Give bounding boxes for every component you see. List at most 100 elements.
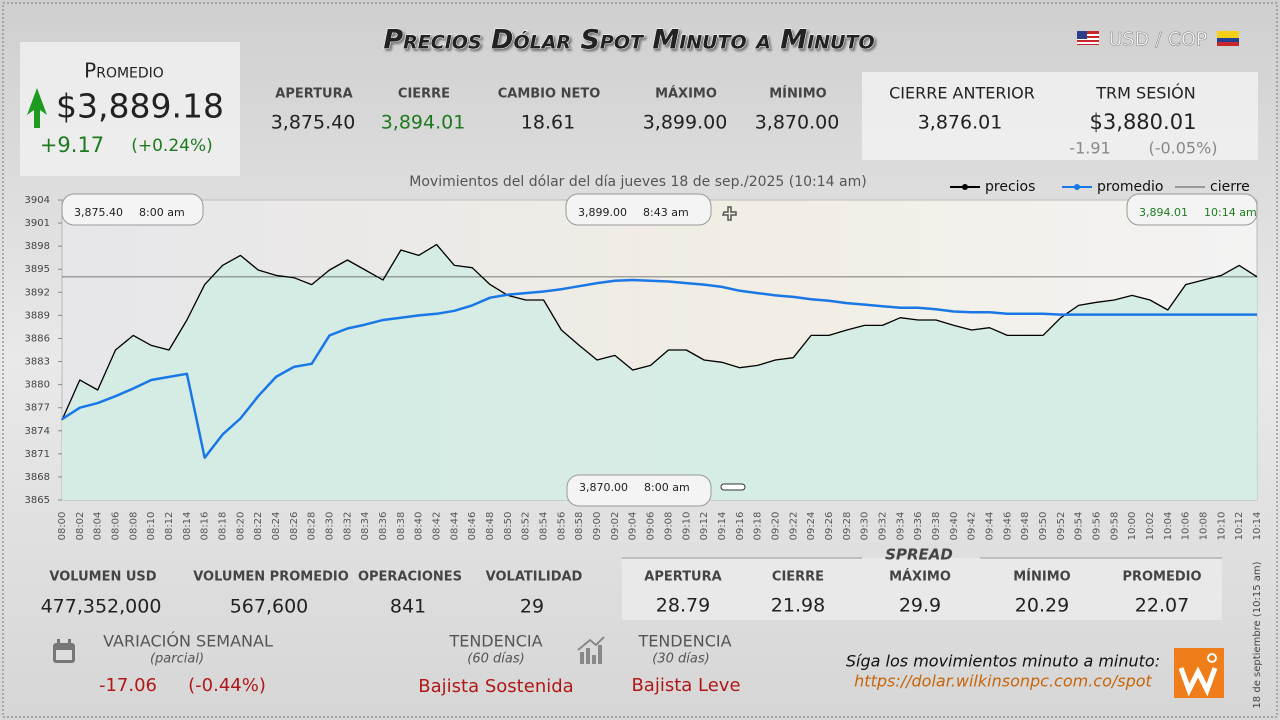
average-panel <box>20 42 240 176</box>
x-tick-label: 09:16 <box>735 512 746 541</box>
annotation-box <box>61 193 204 226</box>
stat-label: VOLUMEN PROMEDIO <box>193 570 349 585</box>
x-tick-label: 10:08 <box>1198 512 1209 541</box>
weekly-change: -17.06 <box>99 675 157 696</box>
previous-panel <box>862 72 1258 160</box>
annotation-time: 10:14 am <box>1204 206 1257 219</box>
spread-label: MÍNIMO <box>1013 569 1070 585</box>
weekly-note: (parcial) <box>150 652 204 667</box>
spread-value: 21.98 <box>771 595 825 617</box>
up-arrow <box>27 88 47 128</box>
colombia-flag <box>1217 31 1239 46</box>
x-tick-label: 08:22 <box>253 512 264 541</box>
x-tick-label: 09:12 <box>699 512 710 541</box>
spread-value: 28.79 <box>656 595 710 617</box>
legend-dot <box>1074 184 1080 190</box>
page-title: Precios Dólar Spot Minuto a Minuto <box>383 25 874 56</box>
stat-label: CAMBIO NETO <box>498 87 601 102</box>
x-tick-label: 09:58 <box>1109 512 1120 541</box>
x-tick-label: 09:48 <box>1020 512 1031 541</box>
y-tick-label: 3868 <box>25 472 50 483</box>
spread-label: CIERRE <box>772 570 824 585</box>
x-tick-label: 09:56 <box>1091 512 1102 541</box>
x-tick-label: 09:18 <box>753 512 764 541</box>
trend-60-value: Bajista Sostenida <box>418 676 573 697</box>
chart: 3865 3868 3871 3874 3877 3880 3883 3886 3889 3892… <box>25 179 1263 540</box>
x-tick-label: 08:50 <box>503 512 514 541</box>
x-tick-label: 08:46 <box>467 512 478 541</box>
x-tick-label: 09:36 <box>913 512 924 541</box>
stat-label: VOLATILIDAD <box>486 570 583 585</box>
x-tick-label: 09:50 <box>1038 512 1049 541</box>
site-url[interactable]: https://dolar.wilkinsonpc.com.co/spot <box>854 672 1152 691</box>
calendar-icon <box>53 639 75 663</box>
average-change: +9.17 <box>40 133 104 157</box>
x-tick-label: 10:04 <box>1163 512 1174 541</box>
volume-stats: VOLUMEN USD 477,352,000 VOLUMEN PROMEDIO 56… <box>41 570 583 618</box>
currency-pair: USD / COP <box>1109 29 1208 51</box>
trend-30-note: (30 días) <box>652 652 709 667</box>
stat-value: 3,894.01 <box>381 112 466 134</box>
x-tick-label: 09:38 <box>931 512 942 541</box>
timestamp: 18 de septiembre (10:15 am) <box>1252 561 1263 708</box>
x-tick-label: 08:36 <box>378 512 389 541</box>
x-tick-label: 10:14 <box>1252 512 1263 541</box>
weekly-label: VARIACIÓN SEMANAL <box>103 632 273 651</box>
logo <box>1174 648 1224 698</box>
stat-label: CIERRE <box>398 87 450 102</box>
weekly-change-pct: (-0.44%) <box>188 675 266 696</box>
x-tick-label: 08:00 <box>57 512 68 541</box>
x-tick-label: 09:46 <box>1002 512 1013 541</box>
x-tick-label: 09:22 <box>788 512 799 541</box>
x-tick-label: 08:08 <box>128 512 139 541</box>
stat-value: 3,899.00 <box>643 112 728 134</box>
x-tick-label: 09:44 <box>984 512 995 541</box>
legend-dot <box>962 184 968 190</box>
stat-label: MÁXIMO <box>655 86 717 102</box>
spread-panel <box>622 558 1222 620</box>
x-tick-label: 08:54 <box>539 512 550 541</box>
legend-label: promedio <box>1097 179 1164 195</box>
x-tick-label: 08:48 <box>485 512 496 541</box>
trend-60-note: (60 días) <box>467 652 524 667</box>
x-tick-label: 09:04 <box>628 512 639 541</box>
spread-title: SPREAD <box>885 546 953 564</box>
x-tick-label: 10:10 <box>1216 512 1227 541</box>
annotation-box <box>1126 193 1258 226</box>
y-tick-label: 3892 <box>25 287 50 298</box>
x-tick-label: 08:24 <box>271 512 282 541</box>
x-tick-label: 08:06 <box>111 512 122 541</box>
annotation-box <box>566 474 712 507</box>
trm-change-pct: (-0.05%) <box>1148 139 1217 158</box>
trend-60-label: TENDENCIA <box>448 632 542 651</box>
x-tick-label: 08:52 <box>521 512 532 541</box>
x-tick-label: 08:38 <box>396 512 407 541</box>
y-tick-label: 3874 <box>25 426 50 437</box>
x-tick-label: 09:32 <box>877 512 888 541</box>
previous-close-value: 3,876.01 <box>918 112 1003 134</box>
y-tick-label: 3886 <box>25 333 50 344</box>
stat-value: 841 <box>390 596 426 618</box>
trend-icon <box>577 636 605 664</box>
x-tick-label: 10:02 <box>1145 512 1156 541</box>
stat-value: 477,352,000 <box>41 596 162 618</box>
y-tick-label: 3895 <box>25 264 50 275</box>
usa-flag <box>1077 31 1099 45</box>
x-tick-label: 10:12 <box>1234 512 1245 541</box>
price-area <box>62 244 1257 500</box>
annotation-value: 3,899.00 <box>578 206 627 219</box>
average-change-pct: (+0.24%) <box>131 136 213 156</box>
average-value: $3,889.18 <box>56 87 224 126</box>
y-tick-label: 3865 <box>25 495 50 506</box>
x-tick-label: 09:00 <box>592 512 603 541</box>
legend-label: cierre <box>1210 179 1250 195</box>
x-tick-label: 08:40 <box>414 512 425 541</box>
x-tick-label: 09:26 <box>824 512 835 541</box>
y-tick-label: 3904 <box>25 195 50 206</box>
trm-value: $3,880.01 <box>1090 110 1197 134</box>
x-tick-label: 09:10 <box>681 512 692 541</box>
stat-value: 3,870.00 <box>755 112 840 134</box>
y-tick-label: 3880 <box>25 380 50 391</box>
